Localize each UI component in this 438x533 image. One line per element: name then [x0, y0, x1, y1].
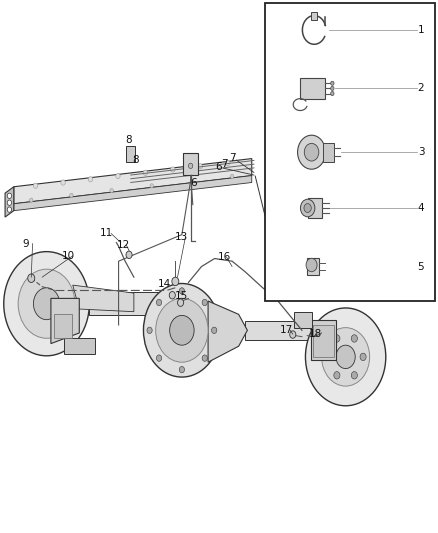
Circle shape	[150, 184, 153, 188]
Circle shape	[336, 345, 355, 368]
Circle shape	[360, 353, 366, 361]
Circle shape	[70, 193, 73, 198]
Text: 8: 8	[125, 135, 132, 145]
Circle shape	[155, 298, 208, 362]
Circle shape	[18, 269, 75, 338]
Circle shape	[351, 335, 357, 342]
Text: 18: 18	[308, 329, 321, 339]
Circle shape	[126, 251, 132, 259]
Text: 11: 11	[100, 228, 113, 238]
Circle shape	[297, 135, 325, 169]
Bar	[245, 321, 357, 340]
Circle shape	[290, 331, 296, 338]
Text: 5: 5	[418, 262, 424, 271]
Bar	[311, 12, 318, 20]
Circle shape	[7, 207, 12, 212]
Circle shape	[169, 292, 175, 299]
Bar	[313, 325, 334, 357]
Circle shape	[143, 170, 148, 175]
Circle shape	[29, 198, 33, 202]
Circle shape	[172, 277, 179, 286]
Circle shape	[156, 355, 162, 361]
Text: 16: 16	[218, 252, 231, 262]
Circle shape	[28, 274, 35, 282]
Circle shape	[179, 288, 184, 294]
Polygon shape	[5, 187, 14, 217]
Circle shape	[7, 200, 12, 205]
Bar	[323, 143, 334, 161]
Circle shape	[33, 183, 38, 189]
Circle shape	[147, 327, 152, 334]
Circle shape	[88, 176, 93, 182]
Circle shape	[33, 288, 60, 320]
Circle shape	[212, 327, 217, 334]
Circle shape	[190, 179, 194, 183]
Circle shape	[188, 163, 193, 168]
Circle shape	[226, 160, 230, 166]
Text: 13: 13	[175, 232, 188, 243]
Circle shape	[7, 193, 12, 198]
Circle shape	[325, 353, 331, 361]
Polygon shape	[51, 298, 79, 344]
Circle shape	[331, 81, 334, 85]
Circle shape	[179, 367, 184, 373]
Text: 15: 15	[174, 290, 187, 301]
Text: 7: 7	[221, 159, 228, 169]
Text: 3: 3	[418, 147, 424, 157]
Circle shape	[116, 173, 120, 179]
Text: 4: 4	[418, 203, 424, 213]
Text: 6: 6	[215, 161, 223, 172]
Bar	[183, 153, 198, 175]
Circle shape	[202, 355, 207, 361]
Circle shape	[331, 92, 334, 95]
Text: 14: 14	[158, 279, 171, 288]
Circle shape	[170, 316, 194, 345]
Text: 8: 8	[133, 155, 139, 165]
Circle shape	[306, 259, 317, 272]
Text: 2: 2	[418, 83, 424, 93]
Bar	[307, 257, 319, 276]
Circle shape	[171, 167, 175, 172]
Circle shape	[334, 372, 340, 379]
Bar	[54, 314, 72, 338]
Text: 17: 17	[280, 325, 293, 335]
Circle shape	[351, 372, 357, 379]
Text: 6: 6	[191, 177, 197, 188]
Polygon shape	[14, 159, 252, 204]
Circle shape	[144, 284, 220, 377]
Text: 9: 9	[23, 239, 29, 248]
Bar	[307, 198, 322, 219]
Text: 7: 7	[229, 153, 235, 163]
Polygon shape	[64, 338, 95, 354]
Circle shape	[300, 199, 315, 217]
Circle shape	[4, 252, 89, 356]
Polygon shape	[73, 285, 134, 312]
Circle shape	[321, 328, 370, 386]
Circle shape	[304, 204, 311, 213]
Bar	[127, 147, 135, 162]
Circle shape	[202, 300, 207, 305]
Polygon shape	[14, 175, 252, 211]
Circle shape	[61, 180, 65, 185]
Text: 10: 10	[62, 251, 75, 261]
Polygon shape	[208, 301, 247, 362]
Circle shape	[156, 300, 162, 305]
Bar	[294, 312, 311, 328]
Bar	[300, 78, 325, 99]
Circle shape	[305, 308, 386, 406]
Circle shape	[230, 174, 234, 179]
Circle shape	[304, 143, 319, 161]
Bar	[265, 3, 435, 301]
Text: 1: 1	[418, 25, 424, 35]
Text: 12: 12	[117, 240, 130, 250]
Circle shape	[110, 189, 113, 193]
Bar	[311, 320, 336, 360]
Circle shape	[334, 335, 340, 342]
Circle shape	[331, 86, 334, 91]
Circle shape	[177, 299, 184, 306]
Bar	[89, 292, 190, 316]
Circle shape	[198, 164, 202, 169]
